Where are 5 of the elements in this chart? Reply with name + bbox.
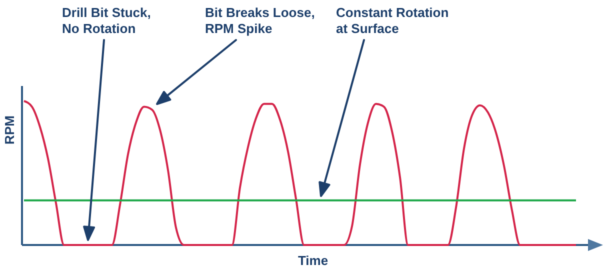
y-axis-title: RPM [2, 116, 17, 144]
text: Constant Rotation at Surface [336, 5, 449, 36]
text: Drill Bit Stuck, No Rotation [62, 5, 151, 36]
text: Bit Breaks Loose, RPM Spike [205, 5, 315, 36]
x-axis-title: Time [298, 253, 328, 268]
